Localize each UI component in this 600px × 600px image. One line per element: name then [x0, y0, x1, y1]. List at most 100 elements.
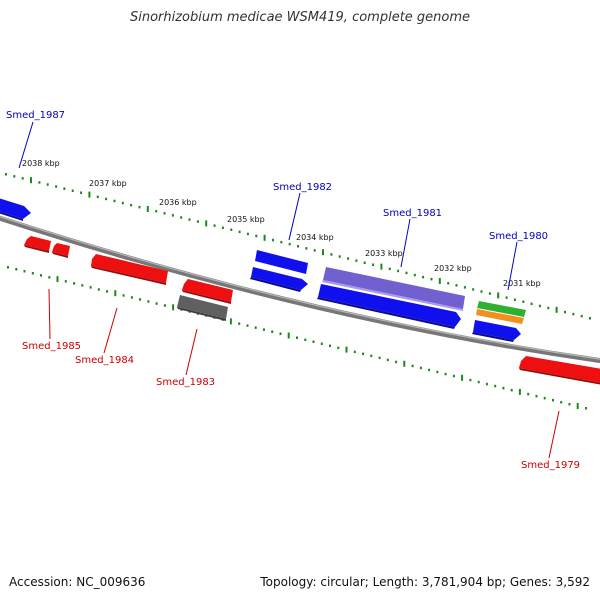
tick-minor [305, 247, 308, 250]
tick-minor [455, 284, 458, 287]
tick-minor [155, 210, 158, 213]
tick-label-2037: 2037 kbp [89, 179, 127, 188]
tick-minor [38, 181, 41, 184]
tick-label-2032: 2032 kbp [434, 264, 472, 273]
tick-minor [413, 273, 416, 277]
tick-major [205, 220, 208, 227]
gene-smed-1985-b[interactable] [52, 243, 70, 258]
tick-minor [97, 288, 100, 291]
tick-minor [535, 394, 538, 398]
tick-minor [397, 269, 400, 273]
leader-smed-1980 [507, 241, 518, 291]
gene-smed-1987[interactable] [0, 196, 31, 221]
tick-minor [105, 197, 108, 201]
tick-minor [89, 286, 92, 289]
tick-minor [23, 270, 26, 273]
tick-minor [138, 205, 141, 209]
outer-tick-row [5, 173, 591, 320]
tick-minor [297, 245, 299, 248]
label-smed-1984[interactable]: Smed_1984 [75, 355, 134, 366]
gene-smed-1981[interactable] [317, 284, 461, 329]
tick-major [146, 206, 149, 212]
tick-minor [280, 240, 283, 244]
gene-smed-1985-a[interactable] [24, 236, 51, 253]
tick-minor [419, 366, 422, 370]
tick-minor [238, 230, 241, 234]
tick-minor [370, 354, 373, 358]
tick-minor [246, 324, 249, 327]
tick-minor [21, 177, 24, 180]
leader-smed-1982 [288, 192, 301, 241]
tick-minor [363, 261, 366, 264]
tick-minor [422, 275, 425, 279]
tick-minor [494, 384, 497, 388]
gene-smed-1979[interactable] [519, 356, 600, 386]
feature-smed-1980-green[interactable] [477, 301, 526, 317]
tick-label-2036: 2036 kbp [159, 198, 197, 207]
tick-minor [48, 276, 51, 279]
tick-minor [7, 266, 9, 269]
tick-major [403, 360, 406, 367]
feature-smed-1980-orange[interactable] [476, 309, 524, 324]
tick-minor [530, 302, 533, 306]
tick-major [287, 332, 290, 339]
gene-smed-1982[interactable] [250, 250, 308, 292]
tick-minor [362, 352, 365, 356]
tick-minor [263, 328, 265, 331]
tick-minor [312, 340, 315, 343]
tick-minor [320, 342, 323, 345]
genome-map: 2038 kbp 2037 kbp 2036 kbp 2035 kbp 2034… [0, 110, 600, 471]
tick-minor [572, 312, 575, 316]
pseudogene-smed-1983[interactable] [177, 295, 228, 321]
label-smed-1979[interactable]: Smed_1979 [521, 460, 580, 471]
tick-minor [5, 173, 7, 176]
rna-gene-smed-1981[interactable] [322, 267, 465, 311]
tick-minor [447, 282, 450, 285]
tick-minor [188, 218, 191, 221]
gene-smed-1980[interactable] [472, 320, 521, 342]
tick-minor [543, 396, 546, 400]
tick-major [229, 318, 232, 325]
gene-smed-1983[interactable] [182, 279, 233, 304]
label-smed-1982[interactable]: Smed_1982 [273, 182, 332, 193]
tick-major [345, 346, 348, 353]
tick-minor [288, 242, 291, 246]
tick-minor [139, 298, 142, 301]
tick-minor [338, 255, 341, 258]
tick-minor [106, 290, 109, 293]
tick-minor [472, 288, 475, 291]
tick-major [263, 234, 266, 241]
tick-minor [353, 350, 356, 354]
tick-major [438, 278, 441, 284]
tick-major [497, 292, 500, 299]
tick-minor [510, 388, 513, 392]
label-smed-1985[interactable]: Smed_1985 [22, 341, 81, 352]
tick-minor [40, 274, 42, 277]
tick-minor [463, 286, 466, 289]
tick-major [114, 290, 117, 297]
label-smed-1987[interactable]: Smed_1987 [6, 110, 65, 121]
label-smed-1980[interactable]: Smed_1980 [489, 231, 548, 242]
tick-label-2035: 2035 kbp [227, 215, 265, 224]
label-smed-1981[interactable]: Smed_1981 [383, 208, 442, 219]
tick-minor [279, 332, 282, 335]
tick-minor [386, 358, 389, 362]
label-smed-1983[interactable]: Smed_1983 [156, 377, 215, 388]
tick-major [380, 263, 383, 270]
tick-minor [564, 310, 566, 314]
map-title: Sinorhizobium medicae WSM419, complete g… [129, 10, 471, 25]
tick-minor [469, 378, 472, 382]
tick-minor [372, 263, 375, 266]
tick-label-2034: 2034 kbp [296, 233, 334, 242]
tick-label-2033: 2033 kbp [365, 249, 403, 258]
gene-smed-1984[interactable] [91, 254, 168, 285]
tick-minor [64, 280, 67, 283]
tick-minor [502, 386, 505, 390]
tick-minor [568, 403, 571, 406]
leader-smed-1985 [48, 288, 51, 340]
tick-minor [80, 191, 83, 194]
tick-minor [121, 201, 124, 205]
tick-minor [388, 267, 391, 271]
leader-smed-1984 [103, 307, 118, 354]
tick-minor [272, 238, 274, 242]
